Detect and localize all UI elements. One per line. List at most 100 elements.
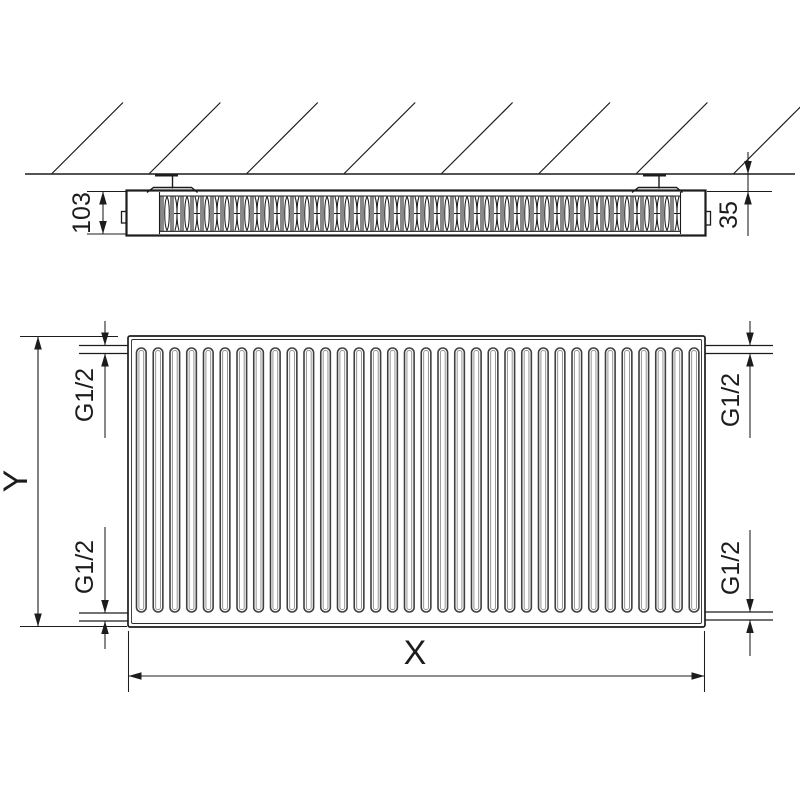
groove-outline [135,347,147,613]
groove-inner-line [640,349,647,611]
groove-inner-line [540,349,547,611]
groove-outline [537,347,549,613]
arrow-down [101,600,109,613]
panel-groove [185,347,198,613]
groove-outline [688,347,700,613]
groove-outline [202,347,214,613]
panel-groove [420,347,432,613]
groove-inner-line [573,349,580,611]
groove-inner-line [506,349,513,611]
groove-outline [437,347,449,613]
connection-stub-top-right [705,344,773,355]
groove-outline [587,347,600,613]
dimension-width: X [127,631,706,692]
panel-groove [671,347,683,613]
thread-label: G1/2 [717,373,745,427]
groove-outline [403,347,415,613]
radiator-front-view [79,335,773,628]
connection-stub-bottom-right [705,611,773,621]
groove-outline [169,347,181,613]
radiator-front-inner-edge [131,339,702,624]
groove-outline [453,347,466,613]
panel-groove [219,347,231,613]
groove-outline [236,347,248,613]
port-boss-left [120,210,128,224]
panel-groove [470,347,482,613]
arrow-down [746,332,754,346]
groove-inner-line [557,349,563,611]
width-label: X [404,634,427,672]
groove-inner-line [289,349,295,611]
groove-inner-line [322,349,329,611]
groove-outline [470,347,482,613]
wall-hatch-line [148,102,221,174]
groove-inner-line [657,349,664,611]
panel-groove [252,347,265,613]
groove-outline [303,347,315,613]
panel-groove [571,347,583,613]
panel-groove [604,347,616,613]
groove-inner-line [607,349,614,611]
wall-hatch-line [246,102,319,174]
wall-hatch-line [538,102,611,174]
panel-groove [169,347,181,613]
groove-outline [152,347,164,613]
groove-outline [554,347,566,613]
groove-outline [269,347,281,613]
groove-outline [671,347,683,613]
radiator-front-body [127,335,706,628]
groove-inner-line [238,349,245,611]
panel-groove [453,347,466,613]
groove-inner-line [155,349,161,611]
groove-inner-line [389,349,396,611]
groove-outline [420,347,432,613]
panel-groove [621,347,633,613]
groove-inner-line [222,349,228,611]
wall-hatch-line [733,106,800,174]
arrow-right [691,672,705,680]
dimension-wall-clearance: 35 [707,152,772,236]
groove-outline [370,347,382,613]
panel-groove [319,347,332,613]
groove-outline [571,347,583,613]
panel-groove [654,347,667,613]
groove-inner-line [188,349,195,611]
dimension-height: Y [0,335,127,628]
groove-inner-line [473,349,480,611]
panel-groove [688,347,700,613]
dimension-connection-top-right: G1/2 [717,321,754,438]
groove-inner-line [624,349,630,611]
panel-groove [520,347,533,613]
panel-groove [554,347,566,613]
arrow-up [101,621,109,634]
arrow-up [744,191,752,205]
groove-inner-line [305,349,312,611]
panel-groove [537,347,549,613]
wall-hatch-line [343,102,416,174]
connection-stub-bottom-left [79,612,128,622]
groove-outline [353,347,365,613]
thread-label: G1/2 [71,368,99,422]
wall-hatch-line [635,102,708,174]
groove-outline [487,347,499,613]
groove-inner-line [255,349,262,611]
groove-outline [386,347,399,613]
panel-groove [370,347,382,613]
arrow-down [34,613,42,627]
groove-outline [621,347,633,613]
groove-inner-line [272,349,279,611]
connection-stub-top-left [79,344,128,355]
groove-inner-line [523,349,530,611]
groove-inner-line [423,349,429,611]
side-view: 103 35 [25,102,800,237]
panel-groove [587,347,600,613]
panel-groove [353,347,365,613]
arrow-up [99,191,107,205]
groove-outline [319,347,332,613]
wall-hatch-line [441,102,514,174]
groove-inner-line [439,349,446,611]
panel-groove [269,347,281,613]
panel-groove [437,347,449,613]
depth-label: 103 [68,192,96,234]
dimension-connection-top-left: G1/2 [71,321,109,438]
